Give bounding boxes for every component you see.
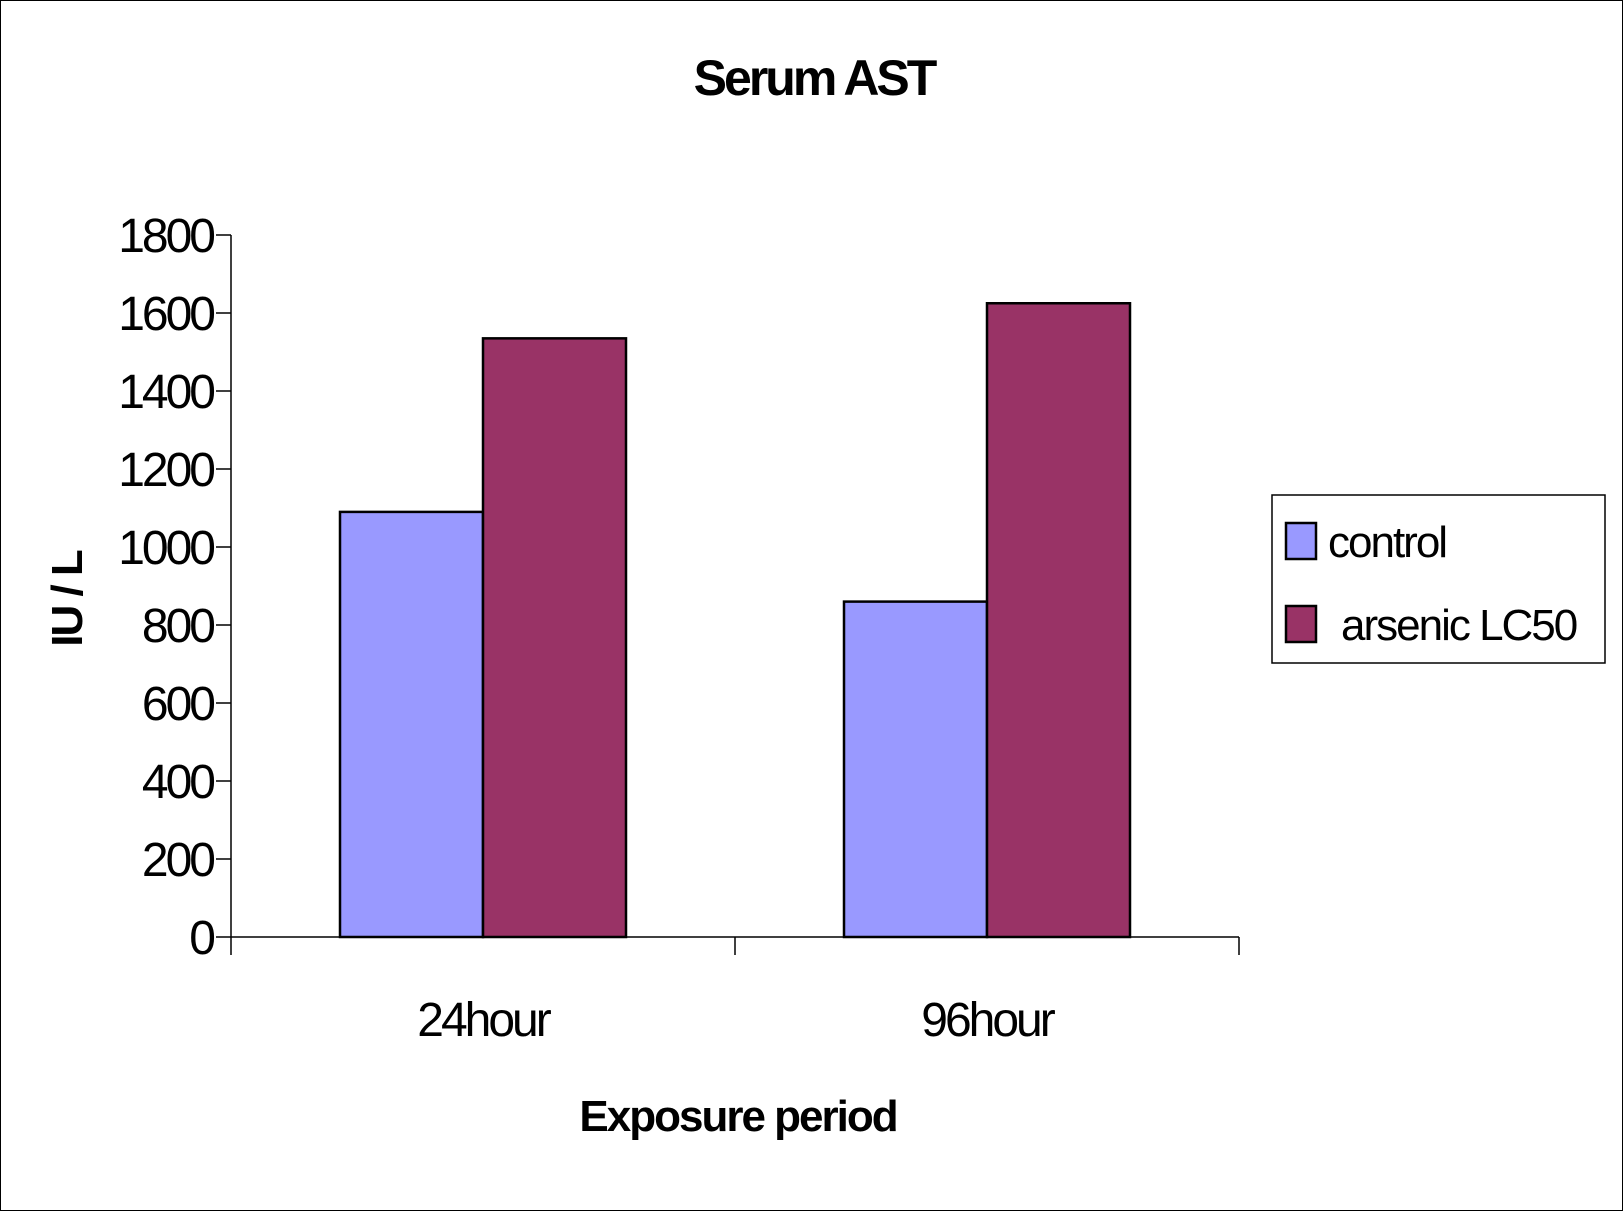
- y-tick-label: 1400: [118, 366, 214, 419]
- x-tick-label: 24hour: [417, 994, 551, 1047]
- y-tick-label: 600: [142, 678, 214, 731]
- y-tick-label: 400: [142, 756, 214, 809]
- y-tick-label: 1000: [118, 522, 214, 575]
- legend-swatch-control: [1284, 521, 1318, 561]
- axes: [216, 234, 1240, 955]
- legend-label: control: [1328, 518, 1446, 567]
- bar-control-96hour: [842, 600, 989, 939]
- bar-arsenic-lc50-96hour: [985, 302, 1132, 939]
- y-tick-label: 800: [142, 600, 214, 653]
- legend-swatch-arsenic-lc50: [1284, 604, 1318, 644]
- legend-label: arsenic LC50: [1341, 601, 1577, 650]
- bar-arsenic-lc50-24hour: [481, 337, 628, 939]
- y-tick-label: 1200: [118, 444, 214, 497]
- y-axis-title: IU / L: [43, 550, 92, 647]
- y-tick-label: 1600: [118, 288, 214, 341]
- y-tick-label: 200: [142, 834, 214, 887]
- legend-box: [1271, 494, 1606, 664]
- tick-labels: 0 200 400 600 800 1000 1200 1400 1600 1800 24hour 9…: [118, 210, 1059, 1047]
- plot-area: [338, 302, 1132, 939]
- y-tick-label: 1800: [118, 210, 214, 263]
- x-axis-title: Exposure period: [579, 1092, 896, 1141]
- y-tick-label: 0: [189, 912, 214, 965]
- bar-control-24hour: [338, 510, 485, 939]
- legend: control arsenic LC50: [1271, 494, 1606, 664]
- chart-title: Serum AST: [694, 50, 937, 106]
- x-tick-label: 96hour: [921, 994, 1055, 1047]
